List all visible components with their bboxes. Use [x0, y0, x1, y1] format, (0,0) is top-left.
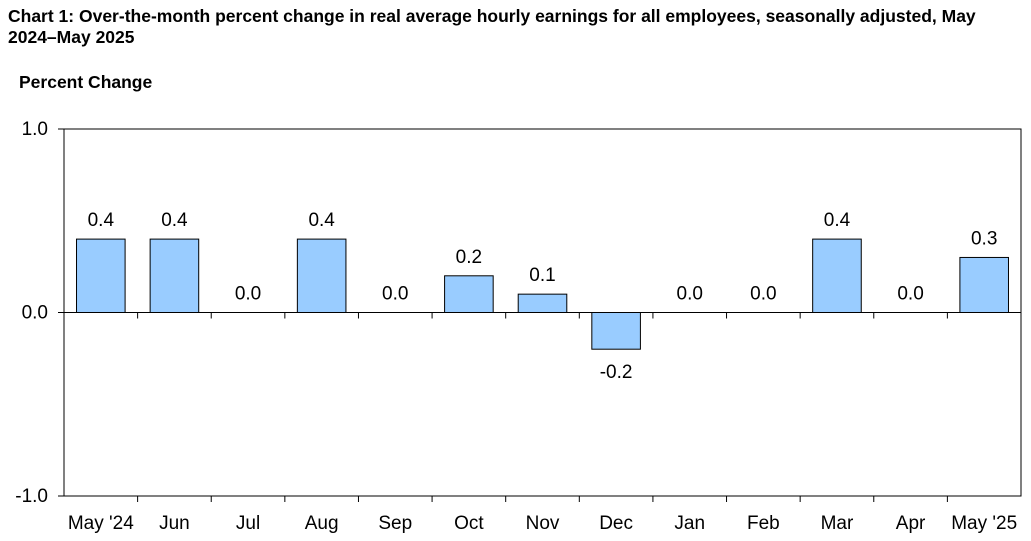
- data-label: 0.4: [161, 210, 188, 231]
- x-tick-label: Apr: [896, 513, 926, 534]
- data-label: 0.0: [235, 284, 261, 305]
- bar: [959, 256, 1009, 314]
- x-tick-label: Sep: [378, 513, 412, 534]
- y-axis-label: Percent Change: [19, 72, 153, 92]
- x-tick-label: Oct: [454, 513, 484, 534]
- data-label: 0.2: [456, 247, 482, 268]
- bar: [296, 238, 347, 314]
- x-tick-label: Jun: [159, 513, 190, 534]
- chart-title: Chart 1: Over-the-month percent change i…: [8, 6, 976, 47]
- x-tick-label: Nov: [526, 513, 560, 534]
- bar: [517, 293, 568, 313]
- bar: [149, 238, 200, 314]
- data-label: 0.0: [382, 284, 408, 305]
- data-label: 0.0: [897, 284, 923, 305]
- x-tick-label: May '24: [68, 513, 134, 534]
- y-tick-label: -1.0: [15, 486, 48, 507]
- x-tick-label: Jul: [236, 513, 260, 534]
- data-label: 0.3: [971, 228, 997, 249]
- x-tick-label: Aug: [305, 513, 339, 534]
- x-tick-label: Jan: [674, 513, 705, 534]
- x-tick-label: Mar: [821, 513, 854, 534]
- data-label: 0.1: [529, 265, 555, 286]
- bar: [812, 238, 862, 314]
- y-tick-label: 1.0: [22, 119, 48, 140]
- bar: [76, 238, 126, 314]
- x-tick-label: May '25: [951, 513, 1017, 534]
- data-label: 0.4: [824, 210, 851, 231]
- data-label: 0.4: [88, 210, 115, 231]
- data-label: 0.4: [308, 210, 335, 231]
- y-tick-label: 0.0: [22, 303, 48, 324]
- data-label: 0.0: [677, 284, 703, 305]
- bar: [591, 312, 641, 350]
- x-tick-label: Dec: [599, 513, 633, 534]
- data-label: -0.2: [600, 362, 633, 383]
- x-tick-label: Feb: [747, 513, 780, 534]
- bar: [444, 275, 494, 313]
- data-label: 0.0: [750, 284, 776, 305]
